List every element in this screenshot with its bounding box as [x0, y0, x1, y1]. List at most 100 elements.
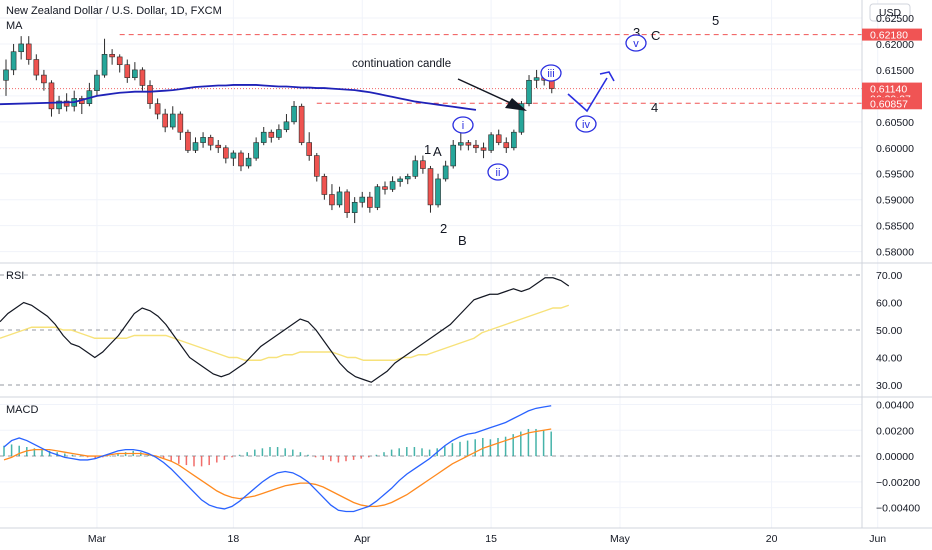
- wave-label-2: 2: [440, 221, 447, 236]
- macd-hist-bar: [246, 452, 248, 457]
- macd-hist-bar: [322, 456, 324, 460]
- currency-button[interactable]: [869, 3, 911, 22]
- time-tick-label: 18: [228, 533, 240, 545]
- time-tick-label: 15: [485, 533, 497, 545]
- macd-tick-label: 0.00200: [876, 425, 914, 437]
- macd-hist-bar: [48, 450, 51, 457]
- price-tick-label: 0.62000: [876, 39, 914, 51]
- wave-label-4: 4: [651, 100, 658, 115]
- wave-iii-circle: [540, 64, 562, 82]
- macd-hist-bar: [459, 441, 461, 457]
- macd-hist-bar: [444, 445, 446, 457]
- price-tick-label: 0.58500: [876, 221, 914, 233]
- candle-body: [503, 142, 510, 149]
- price-axis[interactable]: 0.625000.620000.615000.610000.605000.600…: [862, 13, 922, 515]
- macd-hist-bar: [375, 454, 378, 457]
- macd-hist-bar: [276, 447, 279, 457]
- currency-label: USD: [879, 7, 902, 19]
- candle-body: [207, 137, 214, 146]
- candle-body: [253, 142, 259, 159]
- candle-body: [435, 178, 441, 206]
- candle-body: [245, 157, 252, 167]
- candle-body: [374, 186, 381, 208]
- symbol-title[interactable]: New Zealand Dollar / U.S. Dollar, 1D, FX…: [6, 5, 222, 17]
- candle-body: [397, 178, 403, 182]
- candle-body: [533, 77, 540, 81]
- wave-iii-label: iii: [547, 68, 554, 80]
- macd-hist-bar: [200, 456, 203, 467]
- price-tick-label: 0.59000: [876, 195, 914, 207]
- ma-indicator-label[interactable]: MA: [6, 20, 23, 32]
- time-tick-label: Mar: [88, 533, 107, 545]
- candle-body: [382, 186, 388, 190]
- macd-hist-bar: [292, 449, 294, 457]
- wave-ii-label: ii: [496, 167, 501, 179]
- macd-hist-bar: [109, 456, 112, 457]
- candle-body: [223, 147, 229, 159]
- macd-tick-label: −0.00400: [876, 503, 920, 515]
- indicator-lines: [0, 84, 570, 513]
- macd-hist-bar: [79, 456, 81, 457]
- rsi-ma-line: [0, 304, 570, 361]
- candle-body: [495, 134, 502, 143]
- rsi-tick-label: 40.00: [876, 353, 902, 365]
- rsi-tick-label: 50.00: [876, 325, 902, 337]
- candle-body: [132, 69, 138, 78]
- macd-hist-bar: [451, 443, 454, 457]
- macd-hist-bar: [383, 452, 385, 457]
- macd-hist-bar: [254, 449, 256, 457]
- macd-hist-bar: [398, 448, 400, 457]
- candle-body: [147, 85, 153, 104]
- candle-body: [480, 147, 487, 151]
- macd-hist-bar: [314, 456, 317, 458]
- macd-hist-bar: [421, 448, 423, 457]
- macd-hist-bar: [330, 456, 332, 462]
- wave-ii-circle: [487, 163, 509, 181]
- price-tag-label: 0.61140: [870, 84, 907, 96]
- macd-hist-bar: [360, 456, 362, 459]
- wave-v-label: v: [633, 38, 639, 50]
- wave-label-a: A: [433, 144, 442, 159]
- candle-body: [200, 137, 206, 143]
- macd-hist-bar: [193, 456, 195, 467]
- wave-label-1: 1: [424, 142, 431, 157]
- price-lines: [0, 34, 862, 104]
- candle-body: [450, 144, 457, 167]
- macd-hist-bar: [474, 439, 476, 457]
- candle-body: [18, 43, 24, 53]
- macd-hist-bar: [466, 440, 469, 457]
- time-axis[interactable]: Mar18Apr15May20Jun17Jul: [88, 533, 932, 545]
- candle-body: [48, 82, 55, 110]
- macd-hist-bar: [406, 447, 408, 457]
- candle-body: [177, 113, 184, 133]
- candle-body: [3, 69, 9, 81]
- candle-body: [260, 131, 267, 143]
- macd-hist-bar: [368, 456, 370, 458]
- macd-hist-bar: [162, 456, 165, 459]
- wave-i-label: i: [462, 120, 464, 132]
- wave-label-b: B: [458, 233, 467, 248]
- candle-body: [359, 196, 366, 203]
- rsi-indicator-label[interactable]: RSI: [6, 270, 24, 282]
- time-tick-label: 20: [766, 533, 778, 545]
- macd-hist-bar: [497, 437, 499, 457]
- macd-indicator-label[interactable]: MACD: [6, 404, 38, 416]
- price-tag-0.60857: [862, 97, 922, 110]
- candle-body: [192, 142, 199, 151]
- candle-body: [56, 100, 62, 110]
- macd-hist-bar: [299, 452, 302, 457]
- macd-hist-bar: [512, 434, 514, 457]
- time-tick-label: Apr: [354, 533, 371, 545]
- candle-body: [291, 105, 297, 123]
- candle-body: [336, 191, 343, 206]
- price-tick-label: 0.61500: [876, 65, 914, 77]
- projection-path: [567, 77, 608, 113]
- wave-label-3: 3: [633, 25, 640, 40]
- price-tag-0.62180: [862, 28, 922, 41]
- macd-hist-bar: [178, 456, 180, 464]
- price-tick-label: 0.60000: [876, 143, 914, 155]
- macd-hist-bar: [337, 456, 340, 463]
- projection-arrow-head: [599, 71, 615, 82]
- candle-body: [154, 103, 161, 115]
